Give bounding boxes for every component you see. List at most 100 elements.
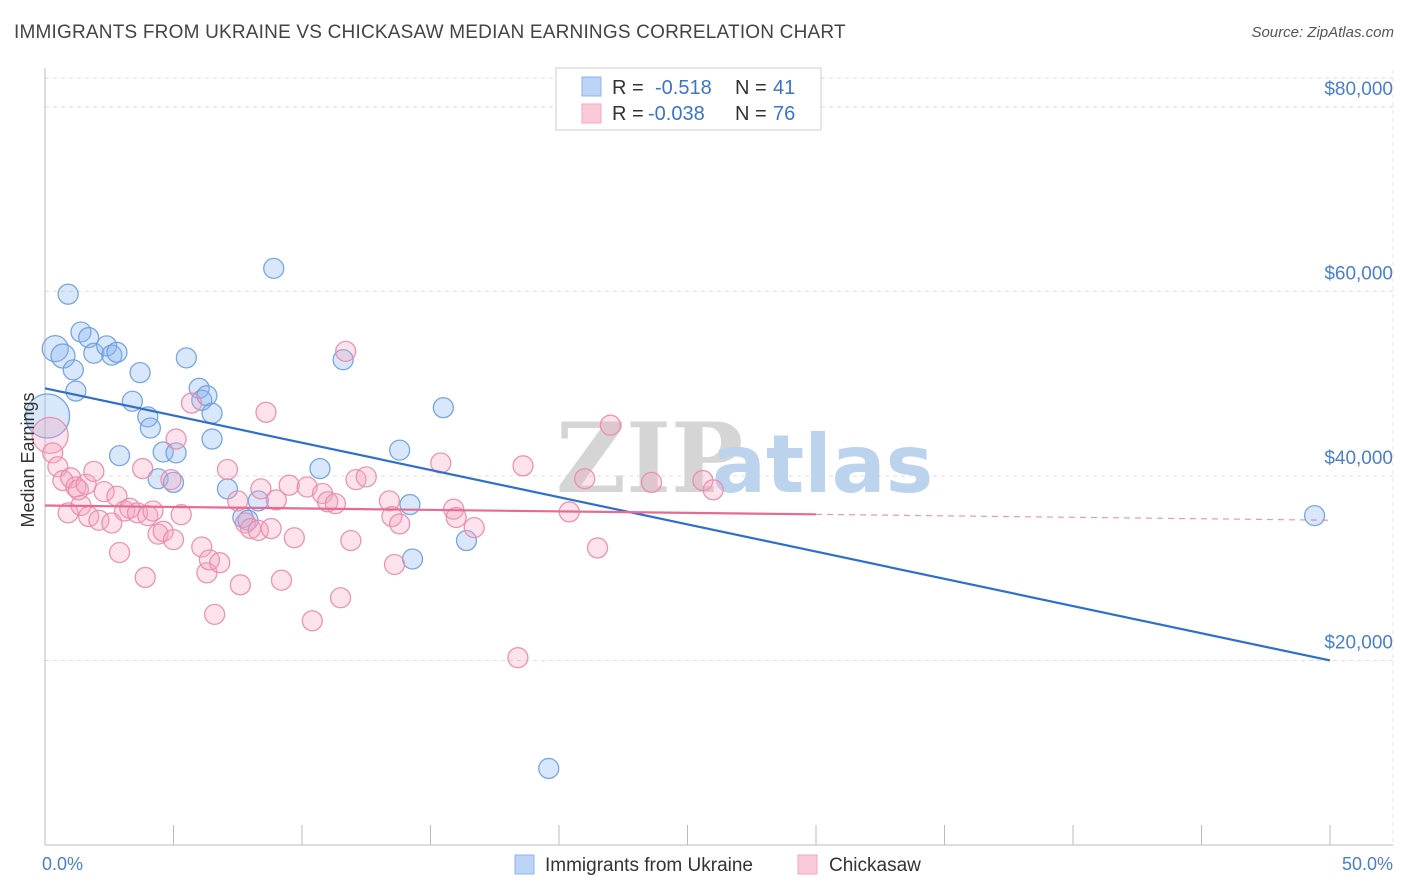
point-chickasaw (75, 473, 97, 495)
point-chickasaw (31, 416, 69, 455)
point-chickasaw (283, 527, 305, 549)
bottom-legend-swatch-chickasaw (797, 854, 818, 875)
legend-n-value-chickasaw: 76 (773, 103, 795, 125)
point-ukraine (108, 445, 131, 467)
bottom-legend-label-ukraine: Immigrants from Ukraine (545, 855, 753, 876)
legend-swatch-ukraine (581, 76, 602, 97)
point-chickasaw (381, 505, 403, 528)
point-chickasaw (160, 468, 182, 491)
y-tick-label: $40,000 (1324, 448, 1393, 469)
point-ukraine (24, 393, 71, 439)
point-ukraine (399, 493, 421, 516)
point-chickasaw (57, 502, 79, 524)
point-chickasaw (389, 513, 411, 535)
point-chickasaw (278, 474, 300, 496)
point-ukraine (332, 349, 354, 371)
point-ukraine (41, 334, 69, 363)
point-chickasaw (317, 491, 339, 513)
point-ukraine (65, 380, 87, 402)
trend-lines (44, 387, 1331, 662)
point-ukraine (139, 417, 162, 439)
point-ukraine (389, 439, 411, 461)
point-chickasaw (142, 500, 164, 522)
y-tick-labels: $20,000 $40,000 $60,000 $80,000 (1324, 79, 1393, 654)
legend-n-label-chickasaw: N = (735, 103, 767, 125)
point-chickasaw (88, 509, 110, 531)
point-chickasaw (512, 455, 534, 477)
trend-line-chickasaw (44, 504, 817, 516)
point-ukraine (175, 347, 198, 369)
legend-n-value-ukraine: 41 (773, 77, 795, 99)
point-chickasaw (203, 603, 226, 625)
point-chickasaw (507, 647, 529, 669)
point-chickasaw (599, 414, 622, 436)
point-chickasaw (586, 537, 609, 559)
bottom-legend-label-chickasaw: Chickasaw (829, 855, 921, 876)
legend-r-label-chickasaw: R = (612, 103, 644, 125)
point-chickasaw (93, 480, 115, 503)
y-tick-label: $60,000 (1324, 263, 1393, 284)
point-chickasaw (702, 479, 724, 501)
point-chickasaw (162, 528, 185, 551)
legend-r-value-chickasaw: -0.038 (648, 103, 705, 125)
point-chickasaw (378, 490, 401, 512)
legend-r-label-ukraine: R = (612, 77, 644, 99)
chart-title: IMMIGRANTS FROM UKRAINE VS CHICKASAW MED… (14, 22, 846, 43)
legend-swatch-chickasaw (581, 103, 602, 124)
x-tick-labels: 0.0% 50.0% (42, 854, 1393, 874)
point-chickasaw (355, 466, 377, 488)
point-ukraine (106, 341, 128, 363)
point-chickasaw (165, 428, 187, 450)
point-ukraine (1303, 504, 1326, 527)
point-chickasaw (445, 506, 467, 529)
point-chickasaw (42, 442, 64, 464)
point-ukraine (57, 283, 79, 305)
point-ukraine (263, 257, 285, 280)
point-ukraine (432, 397, 455, 419)
data-points (24, 257, 1326, 780)
point-ukraine (538, 757, 560, 780)
trend-line-chickasaw-extension (815, 513, 1331, 521)
x-tick-label-min: 0.0% (42, 854, 83, 874)
point-chickasaw (227, 490, 249, 512)
point-ukraine (78, 326, 100, 349)
y-tick-label: $80,000 (1324, 79, 1393, 100)
point-chickasaw (132, 457, 154, 480)
point-chickasaw (463, 516, 485, 539)
bottom-legend-swatch-ukraine (514, 854, 535, 875)
point-chickasaw (229, 574, 251, 596)
point-ukraine (401, 548, 424, 570)
chart-source: Source: ZipAtlas.com (1251, 24, 1394, 41)
point-chickasaw (301, 610, 323, 632)
point-chickasaw (329, 587, 352, 609)
point-ukraine (162, 471, 185, 494)
point-chickasaw (340, 529, 362, 552)
watermark-atlas: atlas (712, 418, 933, 511)
point-ukraine (129, 361, 151, 384)
point-chickasaw (270, 569, 293, 591)
point-chickasaw (640, 471, 663, 494)
point-chickasaw (216, 458, 239, 481)
legend-r-value-ukraine: -0.518 (655, 77, 712, 99)
point-chickasaw (255, 401, 277, 423)
point-chickasaw (180, 392, 203, 414)
point-chickasaw (170, 504, 192, 526)
point-ukraine (309, 457, 331, 480)
point-ukraine (201, 428, 223, 450)
point-chickasaw (265, 489, 287, 511)
point-ukraine (196, 385, 218, 407)
point-chickasaw (134, 566, 156, 589)
y-axis-label: Median Earnings (18, 392, 38, 527)
point-chickasaw (383, 553, 406, 576)
point-chickasaw (574, 468, 596, 490)
point-chickasaw (108, 541, 131, 564)
point-chickasaw (250, 478, 272, 500)
watermark: ZIP atlas (556, 402, 933, 515)
point-chickasaw (335, 340, 357, 363)
x-tick-label-max: 50.0% (1342, 854, 1393, 874)
point-chickasaw (324, 492, 347, 515)
trend-line-ukraine (44, 387, 1331, 662)
bottom-legend: Immigrants from Ukraine Chickasaw (514, 854, 921, 876)
point-chickasaw (260, 517, 282, 540)
